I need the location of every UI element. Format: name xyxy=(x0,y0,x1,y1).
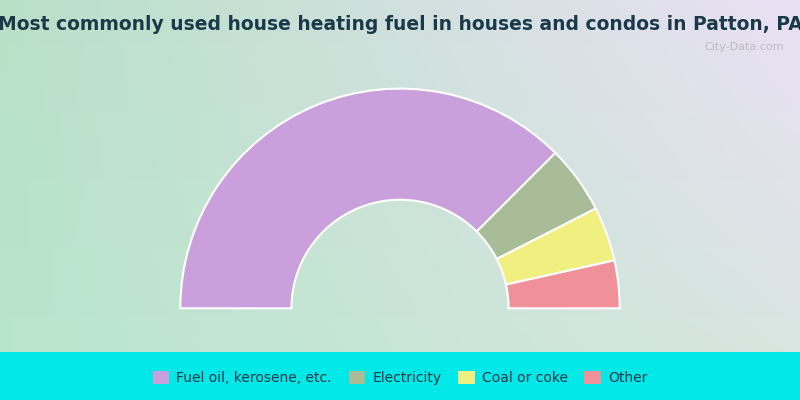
Wedge shape xyxy=(497,208,614,285)
Wedge shape xyxy=(180,89,555,308)
Text: City-Data.com: City-Data.com xyxy=(704,42,784,52)
Text: Most commonly used house heating fuel in houses and condos in Patton, PA: Most commonly used house heating fuel in… xyxy=(0,14,800,34)
Legend: Fuel oil, kerosene, etc., Electricity, Coal or coke, Other: Fuel oil, kerosene, etc., Electricity, C… xyxy=(149,367,651,390)
Wedge shape xyxy=(506,260,620,308)
Wedge shape xyxy=(477,153,596,259)
